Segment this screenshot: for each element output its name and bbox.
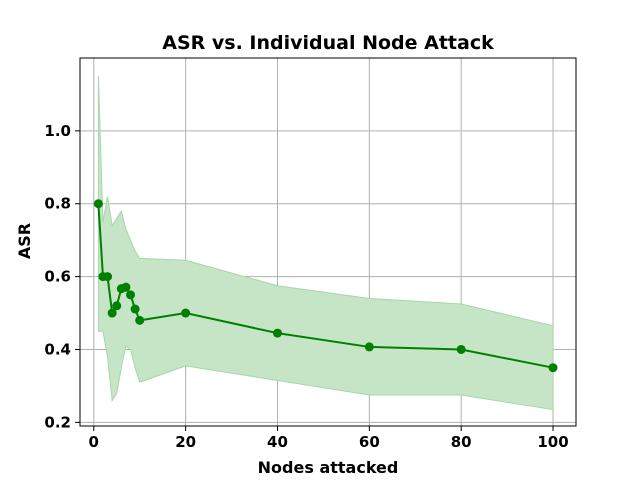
grid <box>80 58 576 426</box>
data-point <box>130 304 140 314</box>
x-tick-label: 0 <box>89 433 99 451</box>
x-axis-ticks: 0 20 40 60 80 100 <box>89 426 569 451</box>
x-tick-label: 60 <box>359 433 380 451</box>
y-tick-label: 0.2 <box>44 413 71 431</box>
data-points <box>93 199 558 373</box>
data-point <box>272 328 282 338</box>
y-axis-ticks: 0.2 0.4 0.6 0.8 1.0 <box>44 122 80 431</box>
data-point <box>121 282 131 292</box>
data-point <box>548 363 558 373</box>
data-point <box>126 290 136 300</box>
y-tick-label: 0.8 <box>44 195 71 213</box>
data-point <box>456 344 466 354</box>
x-tick-label: 100 <box>537 433 568 451</box>
data-point <box>107 308 117 318</box>
data-point <box>93 199 103 209</box>
data-point <box>103 272 113 282</box>
x-axis-label: Nodes attacked <box>258 458 399 477</box>
plot-frame <box>79 57 577 427</box>
data-point <box>181 308 191 318</box>
data-point <box>135 315 145 325</box>
y-tick-label: 0.6 <box>44 268 71 286</box>
data-point <box>364 342 374 352</box>
data-point <box>112 301 122 311</box>
x-tick-label: 40 <box>267 433 288 451</box>
x-tick-label: 20 <box>175 433 196 451</box>
y-tick-label: 0.4 <box>44 340 71 358</box>
y-tick-label: 1.0 <box>44 122 71 140</box>
confidence-band <box>97 76 554 411</box>
chart-title: ASR vs. Individual Node Attack <box>162 32 494 54</box>
x-tick-label: 80 <box>451 433 472 451</box>
y-axis-label: ASR <box>15 223 34 259</box>
